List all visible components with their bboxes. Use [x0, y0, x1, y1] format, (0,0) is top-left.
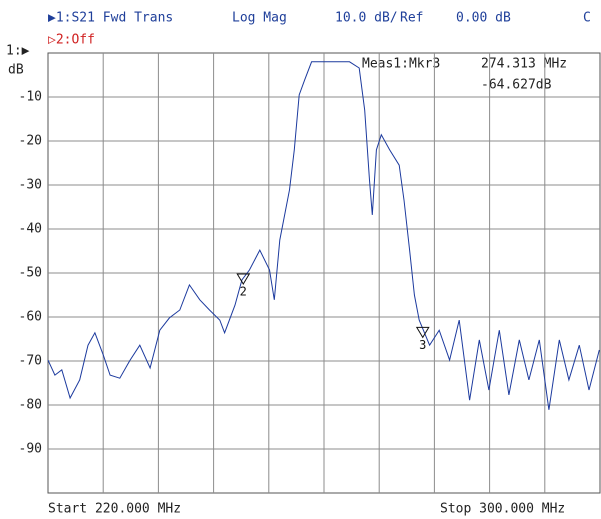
y-tick-label: -80 [19, 398, 42, 413]
marker-label: 3 [419, 338, 426, 352]
ref-label: Ref [400, 11, 423, 26]
scale: 10.0 dB/ [335, 11, 398, 26]
ref-marker: 1:▶ [6, 44, 30, 59]
readout-name: Meas1:Mkr3 [362, 57, 440, 72]
channel: C [583, 11, 591, 26]
start-label: Start 220.000 MHz [48, 502, 181, 517]
y-tick-label: -30 [19, 178, 42, 193]
marker [236, 273, 251, 285]
y-tick-label: -90 [19, 442, 42, 457]
marker [415, 326, 430, 339]
y-tick-label: -20 [19, 134, 42, 149]
format: Log Mag [232, 11, 287, 26]
trace [47, 61, 600, 410]
readout-level: -64.627dB [481, 78, 552, 93]
y-tick-label: -60 [19, 310, 42, 325]
ref-value: 0.00 dB [456, 11, 511, 26]
y-tick-label: -70 [19, 354, 42, 369]
trace2-label: ▷2:Off [48, 33, 95, 48]
trace1-label: ▶1:S21 Fwd Trans [48, 11, 173, 26]
y-tick-label: -40 [19, 222, 42, 237]
marker-label: 2 [240, 285, 247, 299]
y-unit: dB [8, 63, 24, 78]
stop-label: Stop 300.000 MHz [440, 502, 565, 517]
readout-freq: 274.313 MHz [481, 57, 567, 72]
y-tick-label: -50 [19, 266, 42, 281]
y-tick-label: -10 [19, 90, 42, 105]
